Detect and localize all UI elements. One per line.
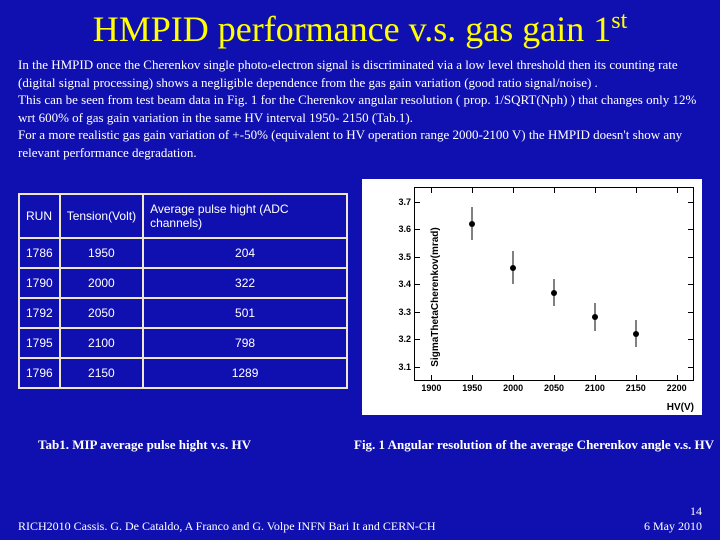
table-cell: 1790 [19, 268, 60, 298]
chart-marker [633, 331, 639, 337]
table-cell: 2150 [60, 358, 143, 388]
table-row: 17952100798 [19, 328, 347, 358]
scatter-chart: SigmaThetaCherenkov(mrad) HV(V) 3.13.23.… [362, 179, 702, 415]
captions: Tab1. MIP average pulse hight v.s. HV Fi… [18, 425, 702, 453]
chart-ytick: 3.4 [398, 279, 415, 289]
table-header: Tension(Volt) [60, 194, 143, 238]
chart-xtick: 1900 [421, 380, 441, 393]
table-cell: 1289 [143, 358, 347, 388]
chart-xtick: 2000 [503, 380, 523, 393]
table-cell: 2000 [60, 268, 143, 298]
table-cell: 501 [143, 298, 347, 328]
body-text: In the HMPID once the Cherenkov single p… [18, 56, 702, 161]
table-row: 17861950204 [19, 238, 347, 268]
chart-ytick: 3.2 [398, 334, 415, 344]
table-cell: 1795 [19, 328, 60, 358]
slide-title: HMPID performance v.s. gas gain 1st [18, 8, 702, 50]
chart-xtick: 1950 [462, 380, 482, 393]
chart-ytick: 3.6 [398, 224, 415, 234]
table-row: 17902000322 [19, 268, 347, 298]
chart-caption: Fig. 1 Angular resolution of the average… [354, 437, 714, 453]
footer-date: 6 May 2010 [644, 519, 702, 534]
table-cell: 1796 [19, 358, 60, 388]
table-cell: 1950 [60, 238, 143, 268]
chart-marker [510, 265, 516, 271]
chart-plot-area: 3.13.23.33.43.53.63.71900195020002050210… [414, 187, 694, 381]
chart-xlabel: HV(V) [667, 402, 694, 413]
chart-xtick: 2050 [544, 380, 564, 393]
chart-xtick: 2100 [585, 380, 605, 393]
table-cell: 1792 [19, 298, 60, 328]
chart-xtick: 2200 [667, 380, 687, 393]
table-cell: 2050 [60, 298, 143, 328]
title-sup: st [611, 8, 627, 34]
chart-column: SigmaThetaCherenkov(mrad) HV(V) 3.13.23.… [358, 179, 702, 415]
table-caption: Tab1. MIP average pulse hight v.s. HV [38, 437, 328, 453]
footer-right: 14 6 May 2010 [644, 504, 702, 534]
chart-ytick: 3.3 [398, 307, 415, 317]
footer-page: 14 [644, 504, 702, 519]
table-header: Average pulse hight (ADC channels) [143, 194, 347, 238]
table-cell: 322 [143, 268, 347, 298]
table-row: 17922050501 [19, 298, 347, 328]
table-cell: 204 [143, 238, 347, 268]
title-main: HMPID performance v.s. gas gain 1 [93, 9, 612, 49]
chart-xtick: 2150 [626, 380, 646, 393]
footer: RICH2010 Cassis. G. De Cataldo, A Franco… [18, 504, 702, 534]
table-cell: 2100 [60, 328, 143, 358]
table-column: RUNTension(Volt)Average pulse hight (ADC… [18, 179, 348, 415]
footer-left: RICH2010 Cassis. G. De Cataldo, A Franco… [18, 519, 436, 534]
content-row: RUNTension(Volt)Average pulse hight (ADC… [18, 179, 702, 415]
chart-ytick: 3.7 [398, 197, 415, 207]
chart-marker [551, 290, 557, 296]
table-header: RUN [19, 194, 60, 238]
table-cell: 798 [143, 328, 347, 358]
data-table: RUNTension(Volt)Average pulse hight (ADC… [18, 193, 348, 389]
chart-ytick: 3.1 [398, 362, 415, 372]
chart-marker [592, 314, 598, 320]
table-cell: 1786 [19, 238, 60, 268]
chart-ytick: 3.5 [398, 252, 415, 262]
table-row: 179621501289 [19, 358, 347, 388]
chart-marker [469, 221, 475, 227]
